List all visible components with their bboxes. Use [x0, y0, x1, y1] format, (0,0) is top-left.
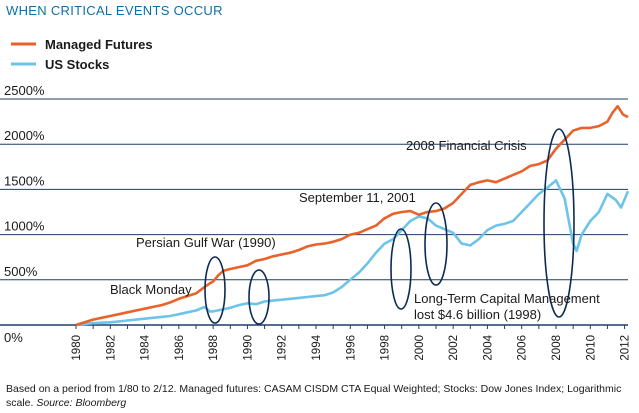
legend-label-managed-futures: Managed Futures	[45, 37, 153, 52]
x-tick-label: 2010	[585, 335, 597, 361]
y-tick-label: 1000%	[4, 219, 45, 234]
footnote: Based on a period from 1/80 to 2/12. Man…	[6, 383, 621, 409]
series-line-managed-futures	[75, 104, 629, 327]
annotation-ellipses	[204, 128, 575, 325]
x-tick-label: 1992	[277, 335, 289, 361]
x-tick-label: 1980	[71, 335, 83, 361]
x-tick-label: 1998	[380, 335, 392, 361]
gridlines	[0, 98, 628, 326]
annotation-black-monday: Black Monday	[110, 282, 192, 297]
legend-label-us-stocks: US Stocks	[45, 57, 109, 72]
y-tick-label: 500%	[4, 264, 38, 279]
footnote-line1: Based on a period from 1/80 to 2/12. Man…	[6, 383, 621, 395]
x-tick-label: 1986	[174, 335, 186, 361]
x-tick-label: 2000	[414, 335, 426, 361]
x-tick-label: 1990	[242, 335, 254, 361]
x-tick-label: 1982	[105, 335, 117, 361]
footnote-source: Source: Bloomberg	[36, 397, 126, 409]
x-tick-label: 1996	[345, 335, 357, 361]
ellipse-2008-crisis	[543, 128, 575, 318]
series-line-us-stocks	[75, 179, 630, 327]
ellipse-ltcm	[390, 228, 412, 310]
y-tick-label: 1500%	[4, 173, 45, 188]
x-tick-label: 2008	[551, 335, 563, 361]
x-tick-label: 2004	[482, 334, 494, 360]
footnote-line2: scale. Source: Bloomberg	[6, 397, 126, 409]
x-tick-label: 1988	[208, 335, 220, 361]
series-lines	[75, 104, 630, 327]
y-tick-label: 0%	[4, 330, 23, 345]
ellipse-persian-gulf	[248, 269, 270, 325]
annotation-2008-financial-crisis: 2008 Financial Crisis	[406, 138, 527, 153]
x-axis-ticks: 1980 1982 1984 1986 1988 1990 1992 1994 1996 1998…	[71, 325, 632, 361]
annotation-ltcm-line1: Long-Term Capital Management	[414, 291, 600, 306]
x-tick-label: 2012	[620, 335, 632, 361]
ellipse-black-monday	[204, 256, 226, 324]
y-tick-label: 2000%	[4, 128, 45, 143]
chart-title: WHEN CRITICAL EVENTS OCCUR	[6, 3, 223, 18]
footnote-line2-text: scale.	[6, 397, 36, 409]
x-tick-label: 2006	[517, 335, 529, 361]
annotations: Black Monday Persian Gulf War (1990) Lon…	[110, 138, 600, 322]
y-tick-label: 2500%	[4, 83, 45, 98]
annotation-ltcm-line2: lost $4.6 billion (1998)	[414, 307, 541, 322]
annotation-persian-gulf-war: Persian Gulf War (1990)	[136, 235, 276, 250]
ellipse-sept11	[424, 202, 448, 286]
y-axis-ticks: 0% 500% 1000% 1500% 2000% 2500%	[4, 83, 45, 345]
x-tick-label: 1994	[311, 334, 323, 360]
annotation-september-11: September 11, 2001	[299, 190, 416, 205]
x-tick-label: 1984	[140, 334, 152, 360]
legend: Managed Futures US Stocks	[11, 37, 153, 72]
x-tick-label: 2002	[448, 335, 460, 361]
